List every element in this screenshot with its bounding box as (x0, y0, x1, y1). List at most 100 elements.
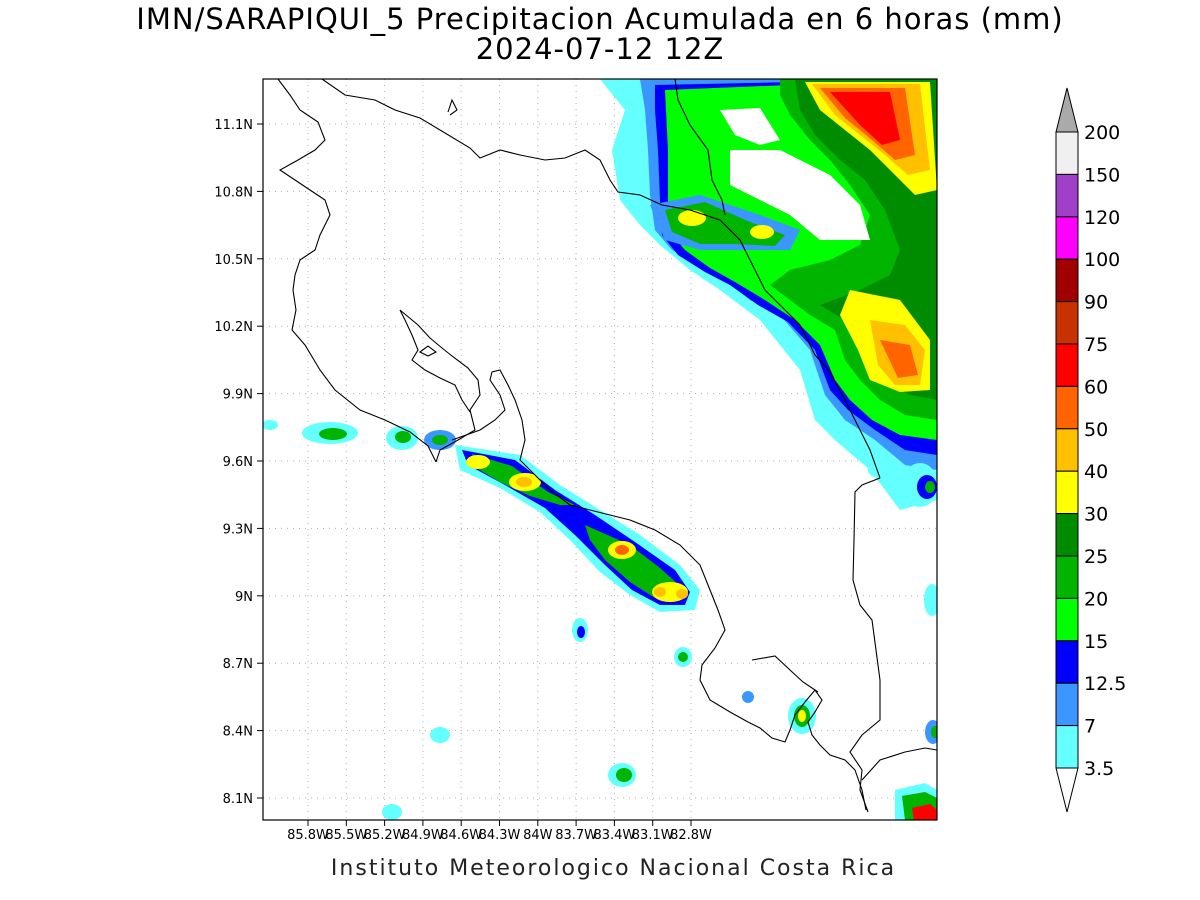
lat-tick-label: 11.1N (214, 118, 253, 133)
colorbar-segment (1055, 428, 1079, 472)
lon-tick-label: 85.5W (325, 828, 367, 843)
precip-sw-3b (432, 435, 448, 445)
precip-cell-e (742, 691, 754, 703)
colorbar-label: 25 (1084, 546, 1108, 568)
colorbar-label: 3.5 (1084, 758, 1114, 780)
panama-coast-se (861, 747, 937, 781)
colorbar-segment (1055, 640, 1079, 684)
colorbar-segment (1055, 555, 1079, 599)
colorbar-label: 30 (1084, 504, 1108, 526)
lake-nicaragua-small (447, 98, 458, 116)
lon-tick-label: 83.1W (632, 828, 674, 843)
osa-peninsula (751, 655, 819, 693)
lat-tick-label: 9.9N (223, 388, 253, 403)
colorbar-label: 7 (1084, 716, 1096, 738)
colorbar-bottom-arrow (1055, 767, 1079, 813)
precip-gap-ne2 (720, 108, 780, 145)
precip-gap-ne (730, 150, 870, 240)
lon-tick-label: 82.8W (670, 828, 712, 843)
precip-sw-1b (319, 428, 347, 440)
precip-cell-b2 (678, 652, 688, 662)
lat-tick-label: 8.4N (223, 725, 253, 740)
colorbar-label: 75 (1084, 334, 1108, 356)
precip-cell-se3 (912, 804, 937, 820)
gulf-of-nicoya-coast (451, 369, 867, 811)
precip-red-ne (830, 92, 900, 145)
lon-tick-label: 85.8W (287, 828, 329, 843)
precip-cluster-north-3 (678, 210, 706, 226)
nicoya-peninsula (399, 309, 481, 463)
precip-core-3b (615, 545, 629, 555)
map-area (263, 79, 937, 820)
latitude-ticks: 11.1N 10.8N 10.5N 10.2N 9.9N 9.6N 9.3N 9N 8.7N 8.… (214, 118, 263, 807)
colorbar-segment (1055, 385, 1079, 430)
precip-orange-ne (820, 88, 918, 378)
coastlines (277, 79, 937, 813)
colorbar-label: 120 (1084, 207, 1120, 229)
colorbar-label: 15 (1084, 631, 1108, 653)
colorbar-label: 50 (1084, 419, 1108, 441)
lon-tick-label: 84.6W (440, 828, 482, 843)
colorbar-label: 200 (1084, 122, 1120, 144)
lat-tick-label: 8.1N (223, 792, 253, 807)
lon-tick-label: 84.9W (402, 828, 444, 843)
precip-core-1 (466, 455, 490, 469)
lat-tick-label: 9N (235, 590, 253, 605)
colorbar-label: 20 (1084, 588, 1108, 610)
lon-tick-label: 83.4W (593, 828, 635, 843)
map-subtitle: 2024-07-12 12Z (475, 32, 725, 66)
colorbar-segment (1055, 682, 1079, 727)
colorbar-top-arrow (1055, 87, 1079, 133)
precip-cell-i3 (925, 481, 935, 493)
nicaragua-pacific-coast (277, 79, 437, 463)
colorbar-segment (1055, 725, 1079, 769)
colorbar-segment (1055, 131, 1079, 175)
nicaragua-costa-rica-border (321, 79, 881, 479)
precip-cell-l2 (931, 726, 937, 738)
lat-tick-label: 10.5N (214, 253, 253, 268)
colorbar-segment (1055, 301, 1079, 345)
colorbar-label: 60 (1084, 376, 1108, 398)
colorbar-label: 150 (1084, 164, 1120, 186)
colorbar-segment (1055, 216, 1079, 260)
colorbar-label: 12.5 (1084, 673, 1126, 695)
lat-tick-label: 8.7N (223, 657, 253, 672)
precip-cell-c2 (616, 768, 632, 782)
colorbar-label: 90 (1084, 292, 1108, 314)
map-title: IMN/SARAPIQUI_5 Precipitacion Acumulada … (136, 2, 1064, 36)
precip-cell-g (382, 804, 402, 820)
panama-border (849, 477, 881, 813)
map-border (262, 78, 938, 821)
colorbar-segment (1055, 173, 1079, 218)
lon-tick-label: 85.2W (364, 828, 406, 843)
colorbar-label: 40 (1084, 461, 1108, 483)
precipitation-field (263, 79, 937, 820)
footer-credit: Instituto Meteorologico Nacional Costa R… (330, 856, 897, 881)
colorbar-segment (1055, 597, 1079, 642)
lat-tick-label: 10.2N (214, 320, 253, 335)
lon-tick-label: 84W (523, 828, 553, 843)
precip-cell-j (868, 462, 892, 478)
precip-cell-d3 (798, 710, 806, 722)
colorbar-segment (1055, 258, 1079, 303)
lat-tick-label: 9.6N (223, 455, 253, 470)
precip-gold-ne (812, 84, 930, 385)
colorbar-segment (1055, 343, 1079, 387)
precip-cell-f (430, 727, 450, 743)
colorbar: 200 150 120 100 90 75 60 50 40 30 25 20 15 12.5 7 3.5 (1055, 87, 1126, 813)
precip-core-4c (676, 589, 688, 599)
precip-cluster-north-4 (750, 225, 774, 239)
precip-sw-2b (395, 431, 411, 443)
nicaragua-caribbean-coast (674, 79, 726, 216)
precip-cell-a2 (577, 626, 585, 638)
lon-tick-label: 83.7W (555, 828, 597, 843)
precip-core-4b (654, 587, 666, 597)
colorbar-segment (1055, 513, 1079, 557)
colorbar-segment (1055, 470, 1079, 515)
precip-core-2b (516, 477, 532, 487)
island-small (418, 345, 438, 357)
lon-tick-label: 84.3W (479, 828, 521, 843)
lat-tick-label: 10.8N (214, 185, 253, 200)
